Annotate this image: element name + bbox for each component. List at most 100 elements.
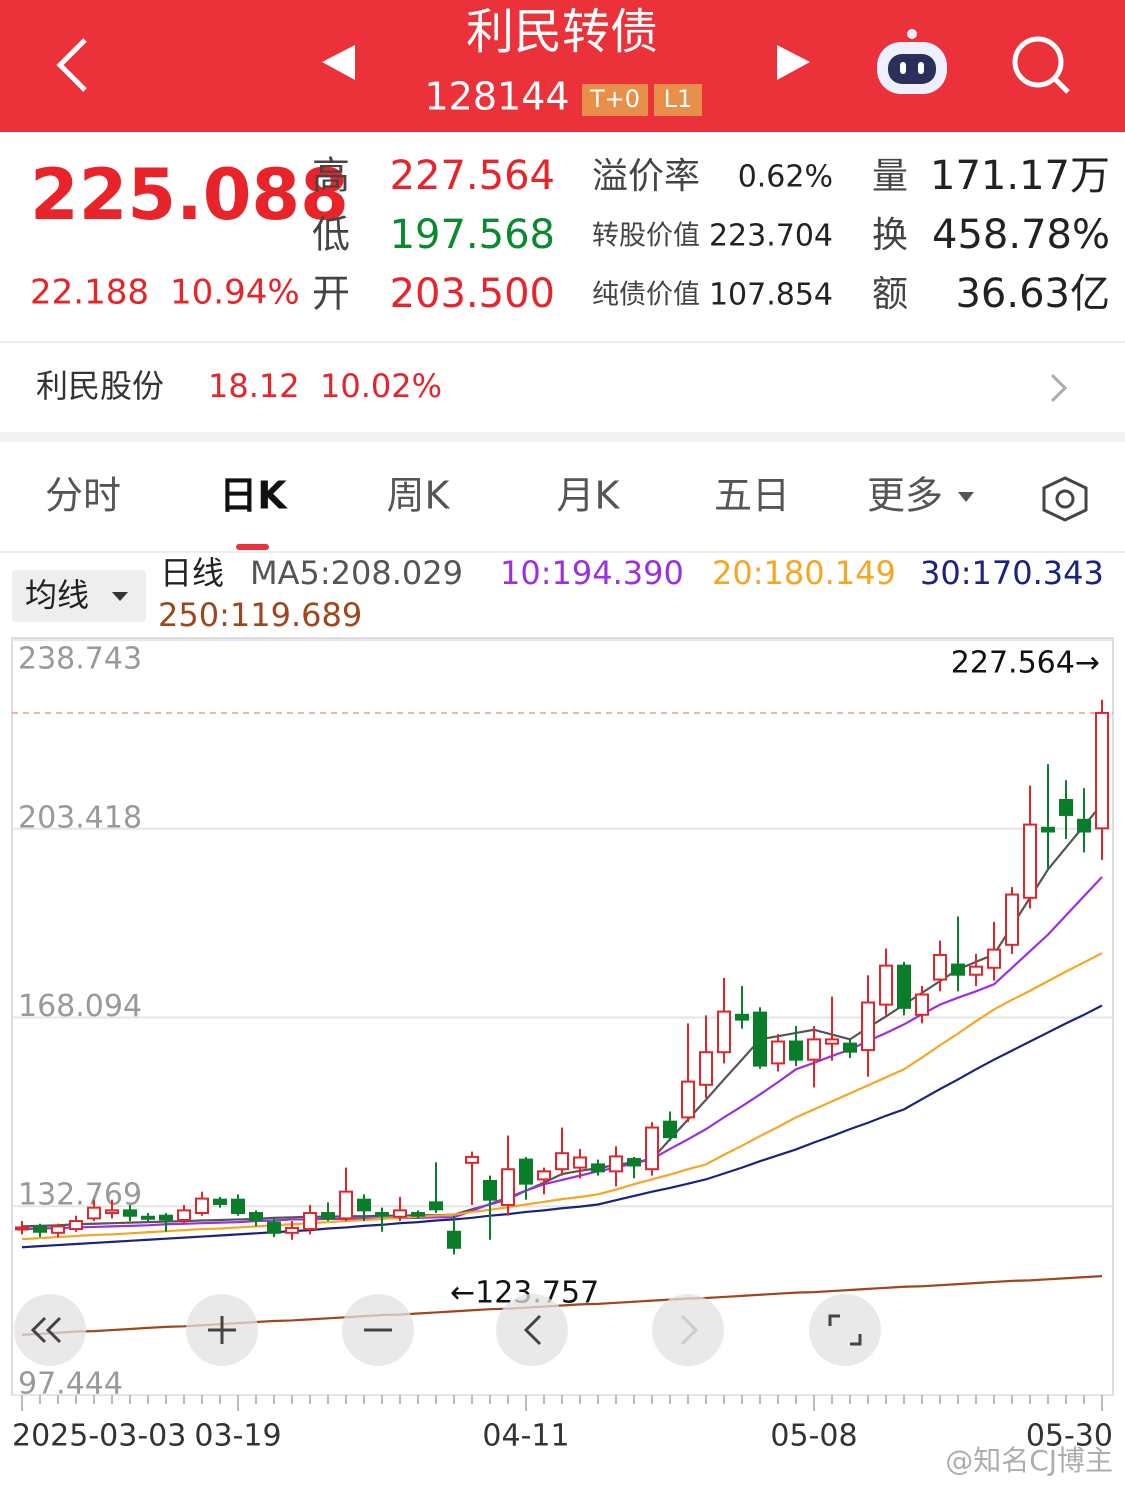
x-tick-label: 03-19 xyxy=(194,1419,281,1454)
ma-caret xyxy=(112,592,128,601)
field-label: 低 xyxy=(312,213,350,257)
candle-body xyxy=(447,1230,461,1249)
candle-body xyxy=(33,1226,47,1233)
candle-body xyxy=(609,1155,623,1173)
tab[interactable]: 分时 xyxy=(45,474,121,518)
chart-control[interactable] xyxy=(809,1294,881,1366)
tab[interactable]: 五日 xyxy=(714,474,790,518)
more-caret xyxy=(958,492,974,502)
candle-body xyxy=(303,1212,317,1231)
candle-body xyxy=(645,1126,659,1171)
metric-value: 223.704 xyxy=(709,219,833,254)
candle-body xyxy=(1041,826,1055,833)
change-pct: 10.94% xyxy=(170,273,300,313)
candle-body xyxy=(177,1209,191,1221)
tab[interactable]: 月K xyxy=(557,474,621,518)
tab[interactable]: 更多 xyxy=(867,474,943,518)
tag: L1 xyxy=(664,85,693,113)
candle-body xyxy=(339,1190,353,1220)
candle-body xyxy=(555,1152,569,1171)
candle-body xyxy=(411,1212,425,1217)
candle-body xyxy=(753,1011,767,1067)
code: 128144 xyxy=(424,75,569,119)
control-icon xyxy=(680,1314,699,1346)
control-icon xyxy=(828,1314,862,1346)
settings-dot xyxy=(1055,489,1075,509)
candle-body xyxy=(987,948,1001,969)
ma-line xyxy=(21,952,1103,1241)
candle-body xyxy=(735,1013,749,1021)
chart-control[interactable] xyxy=(652,1294,724,1366)
candle-body xyxy=(375,1212,389,1217)
candle-body xyxy=(699,1051,713,1086)
field-label: 高 xyxy=(312,154,350,198)
ma-selector[interactable] xyxy=(12,570,146,622)
metric-label: 纯债价值 xyxy=(592,280,700,311)
tag-bg xyxy=(654,84,702,116)
title: 利民转债 xyxy=(466,4,658,60)
candle-body xyxy=(1077,818,1091,833)
candle-body xyxy=(231,1198,245,1215)
stock-change: 10.02% xyxy=(320,367,442,405)
candle-body xyxy=(717,1010,731,1054)
candle-body xyxy=(429,1201,443,1211)
ma-line xyxy=(21,1004,1103,1249)
x-tick-label: 05-30 xyxy=(1026,1419,1113,1454)
chart-control[interactable] xyxy=(496,1294,568,1366)
metric-value: 107.854 xyxy=(709,278,833,313)
tag-bg xyxy=(582,84,648,116)
back-button[interactable] xyxy=(56,38,87,92)
candle-body xyxy=(213,1198,227,1205)
prev-button[interactable] xyxy=(322,45,355,80)
stat-label: 额 xyxy=(872,274,908,315)
chevron[interactable] xyxy=(1050,373,1068,403)
candle-body xyxy=(681,1080,695,1119)
candle-body xyxy=(915,993,929,1016)
stat-label: 量 xyxy=(872,156,908,197)
legend-entry: MA5:208.029 xyxy=(250,554,463,592)
search-button[interactable] xyxy=(1012,36,1070,94)
candle-body xyxy=(861,1001,875,1052)
legend-entry: 250:119.689 xyxy=(158,596,362,634)
stock-name[interactable]: 利民股份 xyxy=(36,367,164,405)
candle-body xyxy=(105,1209,119,1215)
metric-value: 0.62% xyxy=(738,160,833,195)
settings-button[interactable] xyxy=(1042,476,1088,522)
tab-underline xyxy=(236,544,269,550)
tag: T+0 xyxy=(589,85,640,113)
candle-body xyxy=(663,1120,677,1139)
tab[interactable]: 日K xyxy=(219,474,288,518)
stock-price: 18.12 xyxy=(208,367,300,405)
assistant-icon[interactable] xyxy=(877,29,947,94)
next-button[interactable] xyxy=(777,45,810,80)
candle-body xyxy=(807,1038,821,1061)
stat-value: 171.17万 xyxy=(930,153,1110,199)
candle-body xyxy=(267,1221,281,1234)
candle-body xyxy=(483,1179,497,1201)
candle-body xyxy=(51,1225,65,1234)
candle-body xyxy=(879,964,893,1006)
field-value: 203.500 xyxy=(390,271,555,317)
candle-body xyxy=(789,1040,803,1061)
candle-body xyxy=(1095,711,1109,830)
candle-body xyxy=(1059,798,1073,816)
candle-body xyxy=(249,1212,263,1221)
x-tick-label: 05-08 xyxy=(770,1419,857,1454)
candle-body xyxy=(15,1226,29,1231)
metric-label: 转股价值 xyxy=(592,221,700,252)
candle-body xyxy=(159,1214,173,1221)
stat-value: 458.78% xyxy=(932,212,1110,258)
ma-line xyxy=(21,876,1103,1231)
x-tick-label: 2025-03-03 xyxy=(12,1419,186,1454)
field-value: 197.568 xyxy=(390,212,555,258)
candle-body xyxy=(519,1158,533,1185)
candle-body xyxy=(321,1212,335,1220)
candle-body xyxy=(843,1042,857,1053)
legend-entry: 30:170.343 xyxy=(920,554,1104,592)
candle-body xyxy=(285,1226,299,1234)
field-label: 开 xyxy=(312,272,350,316)
tab[interactable]: 周K xyxy=(387,474,451,518)
candle-body xyxy=(627,1158,641,1167)
ma-period: 日线 xyxy=(160,554,224,592)
candle-body xyxy=(969,965,983,976)
